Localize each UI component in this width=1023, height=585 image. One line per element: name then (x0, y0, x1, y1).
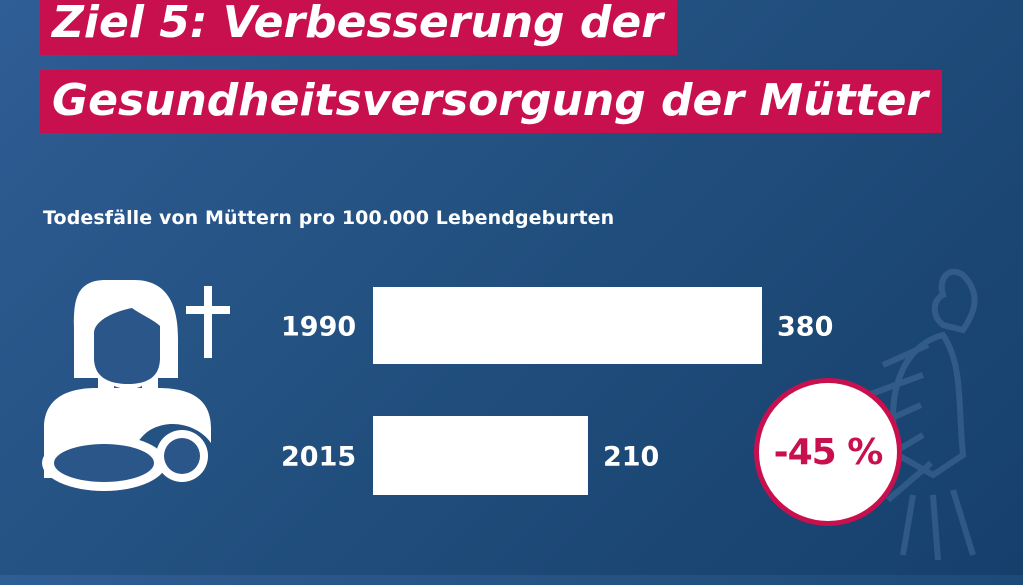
bar-1990 (373, 287, 762, 364)
federal-eagle-watermark-icon (863, 268, 978, 561)
change-badge-label: -45 % (773, 431, 884, 473)
cross-icon (186, 286, 230, 358)
bar-2015 (373, 416, 588, 495)
change-badge: -45 % (754, 378, 902, 526)
value-label: 380 (777, 312, 833, 343)
category-label: 1990 (281, 312, 356, 343)
value-label: 210 (603, 442, 659, 473)
category-label: 2015 (281, 442, 356, 473)
title-line-2: Gesundheitsversorgung der Mütter (40, 70, 943, 133)
mother-with-child-icon (42, 280, 230, 491)
chart-title: Todesfälle von Müttern pro 100.000 Leben… (43, 207, 615, 229)
title-line-1: Ziel 5: Verbesserung der (40, 0, 677, 55)
